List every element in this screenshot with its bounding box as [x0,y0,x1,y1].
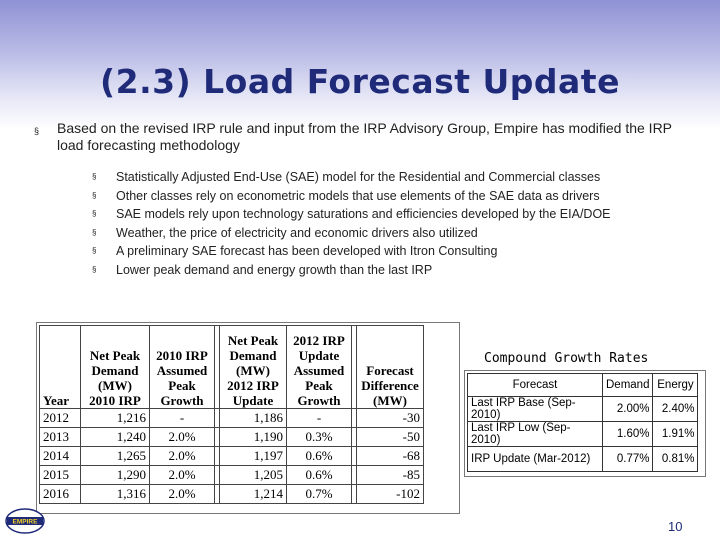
header-gradient [0,0,720,130]
bullet-square-icon: § [92,190,97,200]
list-item: § Weather, the price of electricity and e… [92,225,478,240]
list-item: § Statistically Adjusted End-Use (SAE) mo… [92,170,601,184]
forecast-table: Year Net Peak Demand (MW) 2010 IRP 2010 … [39,325,424,504]
header-2010-growth: 2010 IRP Assumed Peak Growth [149,325,215,409]
main-bullet-text: Based on the revised IRP rule and input … [57,120,672,153]
sub-bullet-list: § Statistically Adjusted End-Use (SAE) mo… [92,168,692,280]
table-row: Last IRP Low (Sep-2010) 1.60% 1.91% [467,421,699,447]
header-difference: Forecast Difference (MW) [356,325,424,409]
header-2012-demand: Net Peak Demand (MW) 2012 IRP Update [219,325,287,409]
company-logo: EMPIRE [5,508,45,534]
growth-rates-table: Forecast Demand Energy Last IRP Base (Se… [467,373,699,472]
bullet-square-icon: § [92,227,97,237]
growth-rates-title: Compound Growth Rates [484,351,649,366]
list-item: § SAE models rely upon technology saturat… [92,207,611,222]
page-number: 10 [668,519,683,534]
bullet-square-icon: § [34,126,40,136]
list-item: § A preliminary SAE forecast has been dev… [92,244,498,259]
header-2010-demand: Net Peak Demand (MW) 2010 IRP [80,325,150,409]
svg-text:EMPIRE: EMPIRE [13,519,39,526]
forecast-table-frame [36,322,460,514]
table-row: 2012 1,216 - 1,186 - -30 [39,408,424,428]
table-row: 2016 1,316 2.0% 1,214 0.7% -102 [39,484,424,504]
growth-table-frame [464,370,706,477]
list-item: § Lower peak demand and energy growth tha… [92,262,433,277]
table-row: Last IRP Base (Sep-2010) 2.00% 2.40% [467,396,699,422]
table-header-row: Year Net Peak Demand (MW) 2010 IRP 2010 … [39,325,424,409]
table-row: 2015 1,290 2.0% 1,205 0.6% -85 [39,465,424,485]
slide-title: (2.3) Load Forecast Update [100,62,620,101]
bullet-square-icon: § [92,246,97,256]
table-row: 2014 1,265 2.0% 1,197 0.6% -68 [39,446,424,466]
bullet-square-icon: § [92,209,97,219]
table-row: IRP Update (Mar-2012) 0.77% 0.81% [467,446,699,472]
header-2012-growth: 2012 IRP Update Assumed Peak Growth [286,325,352,409]
table-header-row: Forecast Demand Energy [467,373,699,397]
header-year: Year [39,325,81,409]
bullet-square-icon: § [92,172,97,181]
list-item: § Other classes rely on econometric model… [92,188,600,203]
bullet-square-icon: § [92,264,97,274]
main-bullet: § Based on the revised IRP rule and inpu… [34,120,684,154]
table-row: 2013 1,240 2.0% 1,190 0.3% -50 [39,427,424,447]
